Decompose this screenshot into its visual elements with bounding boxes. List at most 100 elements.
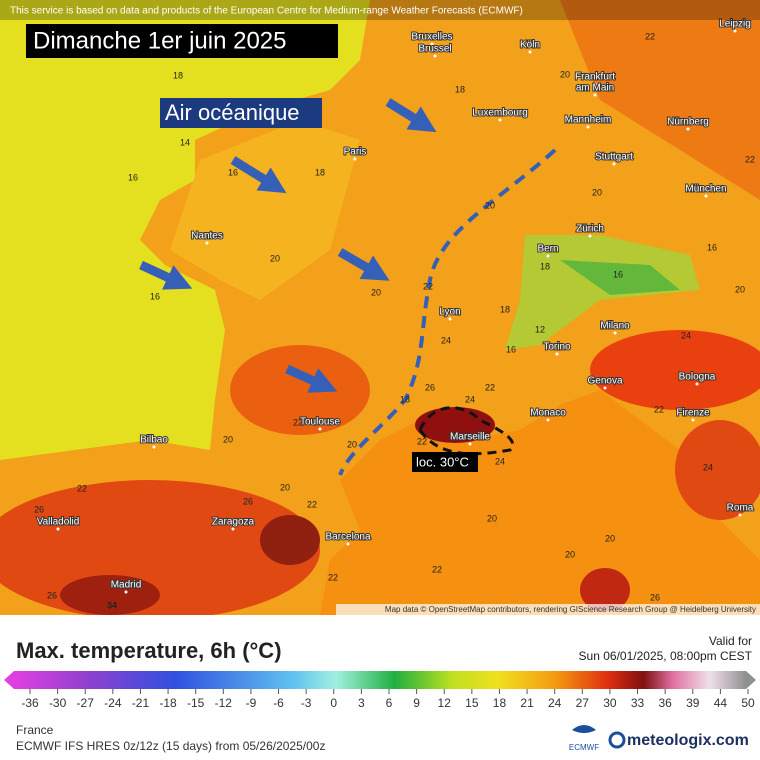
city-label: Roma [727, 503, 754, 514]
temperature-label: 20 [485, 200, 495, 210]
temperature-label: 20 [371, 287, 381, 297]
city-dot [586, 125, 590, 129]
city-dot [546, 254, 550, 258]
city-dot [593, 82, 597, 86]
temperature-label: 20 [605, 533, 615, 543]
temperature-label: 26 [243, 496, 253, 506]
colorbar-tick-label: 50 [741, 696, 755, 710]
colorbar-tick-label: 21 [520, 696, 534, 710]
colorbar-tick-label: 0 [330, 696, 337, 710]
zone-southwest [230, 345, 370, 435]
city-label: Milano [600, 321, 630, 332]
city-label: Toulouse [300, 417, 340, 428]
city-dot [613, 331, 617, 335]
city-dot [695, 382, 699, 386]
city-label: Leipzig [719, 19, 751, 30]
city-label: Nürnberg [667, 117, 709, 128]
city-label: Zürich [576, 224, 604, 235]
arrow [230, 156, 287, 194]
model-info: ECMWF IFS HRES 0z/12z (15 days) from 05/… [16, 739, 325, 753]
city-label: Luxembourg [472, 108, 528, 119]
temperature-label: 26 [47, 590, 57, 600]
city-label: Firenze [676, 408, 710, 419]
temperature-label: 20 [560, 69, 570, 79]
temperature-label: 22 [417, 436, 427, 446]
colorbar-tick-label: 39 [686, 696, 700, 710]
temperature-label: 20 [565, 549, 575, 559]
temperature-label: 34 [107, 600, 117, 610]
temperature-label: 16 [613, 269, 623, 279]
temperature-label: 20 [487, 513, 497, 523]
temperature-label: 22 [645, 31, 655, 41]
arrow [139, 260, 193, 290]
region: France [16, 723, 54, 737]
colorbar-min [4, 671, 14, 689]
arrow [337, 248, 390, 281]
temperature-label: 16 [128, 172, 138, 182]
colorbar-tick-label: 15 [465, 696, 479, 710]
brand-icon[interactable] [608, 731, 626, 749]
colorbar-tick-label: -36 [21, 696, 39, 710]
title-box [26, 24, 338, 58]
colorbar-tick-label: 18 [493, 696, 507, 710]
temperature-label: 12 [535, 324, 545, 334]
city-label: Mannheim [565, 115, 612, 126]
colorbar-max [746, 671, 756, 689]
city-label: Zaragoza [212, 517, 255, 528]
temperature-label: 20 [223, 434, 233, 444]
air-box [160, 98, 322, 128]
zone-italy-south [675, 420, 760, 520]
city-dot [546, 418, 550, 422]
arrow [385, 98, 437, 133]
city-dot [353, 157, 357, 161]
temperature-label: 18 [400, 394, 410, 404]
colorbar-tick-label: -9 [246, 696, 257, 710]
temperature-label: 18 [173, 70, 183, 80]
temperature-label: 22 [745, 154, 755, 164]
city-label: Madrid [111, 580, 142, 591]
local-box [412, 452, 478, 472]
temperature-label: 22 [423, 281, 433, 291]
city-label: Stuttgart [595, 152, 633, 163]
colorbar-tick-label: -30 [49, 696, 67, 710]
colorbar [14, 671, 746, 689]
brand[interactable]: meteologix.com [627, 732, 749, 749]
legend-panel: Max. temperature, 6h (°C) Valid for Sun … [0, 615, 760, 760]
city-dot [318, 427, 322, 431]
colorbar-tick-label: 6 [386, 696, 393, 710]
city-dot [152, 445, 156, 449]
temperature-label: 20 [347, 439, 357, 449]
colorbar-tick-label: -3 [301, 696, 312, 710]
temperature-label: 24 [465, 394, 475, 404]
map-title: Dimanche 1er juin 2025 [33, 27, 287, 54]
city-dot [433, 54, 437, 58]
temperature-label: 24 [681, 330, 691, 340]
temperature-label: 22 [77, 483, 87, 493]
colorbar-tick-label: -21 [132, 696, 150, 710]
valid-label: Valid for [709, 634, 752, 648]
valid-time: Sun 06/01/2025, 08:00pm CEST [579, 649, 753, 663]
credit-bar [336, 604, 760, 615]
city-label: Monaco [530, 408, 566, 419]
temperature-label: 14 [180, 137, 190, 147]
city-label: Torino [543, 342, 571, 353]
city-label: Paris [344, 147, 367, 158]
colorbar-tick-label: 9 [413, 696, 420, 710]
temperature-label: 20 [280, 482, 290, 492]
temperature-label: 24 [495, 456, 505, 466]
temperature-label: 18 [455, 84, 465, 94]
city-label: Genova [587, 376, 622, 387]
temperature-label: 26 [650, 592, 660, 602]
colorbar-tick-label: -18 [159, 696, 177, 710]
city-label: Köln [520, 40, 540, 51]
city-label: Nantes [191, 231, 223, 242]
temperature-label: 16 [150, 291, 160, 301]
map-credit: Map data © OpenStreetMap contributors, r… [385, 605, 756, 614]
colorbar-tick-label: 12 [438, 696, 452, 710]
city-label: Valladolid [37, 517, 80, 528]
temperature-label: 22 [307, 499, 317, 509]
zone-italy [590, 330, 760, 410]
